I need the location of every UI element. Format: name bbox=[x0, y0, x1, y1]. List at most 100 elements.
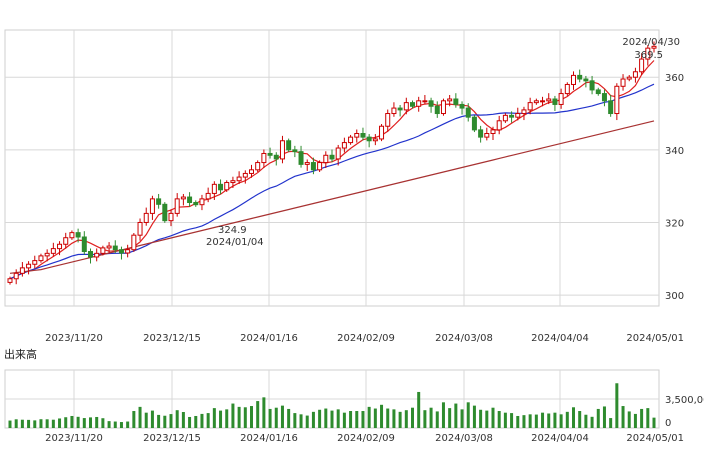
volume-bar bbox=[609, 418, 613, 428]
candle-body bbox=[540, 100, 546, 103]
candle-up bbox=[546, 93, 552, 105]
candle-body bbox=[577, 74, 583, 80]
volume-bar bbox=[212, 408, 216, 428]
candle-up bbox=[564, 82, 570, 96]
candle-up bbox=[558, 88, 564, 109]
volume-bar bbox=[107, 421, 111, 428]
candle-up bbox=[38, 253, 44, 263]
volume-bar bbox=[169, 414, 173, 428]
candle-body bbox=[447, 98, 453, 102]
candle-body bbox=[7, 278, 13, 283]
volume-bar bbox=[243, 407, 247, 428]
candle-body bbox=[174, 198, 180, 214]
volume-bar bbox=[45, 419, 49, 428]
candle-body bbox=[465, 107, 471, 118]
price-tick-label: 300 bbox=[665, 291, 684, 302]
volume-bar bbox=[76, 416, 80, 428]
price-date-label: 2023/12/15 bbox=[143, 333, 201, 344]
candle-body bbox=[137, 221, 143, 236]
candle-up bbox=[205, 187, 211, 203]
candle-down bbox=[589, 75, 595, 95]
candle-body bbox=[360, 133, 366, 138]
candle-up bbox=[224, 180, 230, 192]
volume-bar bbox=[175, 410, 179, 428]
candle-body bbox=[118, 249, 124, 254]
candle-up bbox=[279, 135, 285, 164]
volume-date-label: 2023/11/20 bbox=[45, 433, 103, 444]
candle-body bbox=[626, 76, 632, 80]
candle-body bbox=[75, 232, 81, 238]
volume-bar bbox=[553, 412, 557, 428]
volume-bar bbox=[293, 413, 297, 428]
price-axis: 300 320 340 360 bbox=[665, 73, 684, 302]
candle-body bbox=[38, 255, 44, 262]
volume-bar bbox=[194, 415, 198, 428]
candle-up bbox=[341, 137, 347, 153]
volume-bar bbox=[615, 383, 619, 428]
volume-bar bbox=[144, 412, 148, 428]
candle-body bbox=[403, 102, 409, 111]
candle-up bbox=[242, 170, 248, 184]
volume-bar bbox=[311, 411, 315, 428]
candle-down bbox=[595, 87, 601, 96]
candle-body bbox=[249, 169, 254, 174]
candle-body bbox=[379, 125, 385, 140]
candle-up bbox=[131, 233, 137, 252]
candle-body bbox=[125, 249, 131, 254]
volume-date-label: 2024/02/09 bbox=[337, 433, 395, 444]
volume-bar bbox=[268, 408, 272, 428]
candle-up bbox=[354, 129, 360, 143]
candle-down bbox=[577, 69, 583, 83]
candle-body bbox=[26, 263, 32, 269]
candle-up bbox=[143, 207, 149, 226]
volume-bar bbox=[82, 418, 86, 428]
candle-up bbox=[614, 83, 620, 121]
candle-up bbox=[125, 244, 131, 258]
candle-body bbox=[106, 245, 112, 249]
candle-body bbox=[478, 129, 484, 138]
candle-body bbox=[496, 120, 502, 131]
volume-bar bbox=[417, 391, 421, 428]
candle-up bbox=[515, 107, 521, 121]
candle-down bbox=[601, 89, 607, 107]
volume-bar bbox=[349, 411, 353, 428]
candle-up bbox=[484, 127, 490, 141]
volume-bar bbox=[633, 413, 637, 428]
volume-bar bbox=[590, 416, 594, 428]
candle-down bbox=[509, 111, 515, 123]
candle-up bbox=[323, 151, 329, 168]
volume-panel: 3,500,00 0 2023/11/20 2023/12/15 2024/01/16… bbox=[4, 369, 704, 444]
candle-body bbox=[329, 154, 335, 160]
candle-body bbox=[515, 113, 521, 118]
volume-bar bbox=[89, 417, 92, 428]
candle-down bbox=[366, 134, 372, 148]
volume-bar bbox=[126, 421, 130, 428]
candle-up bbox=[440, 98, 446, 116]
candle-body bbox=[88, 251, 93, 258]
volume-date-label: 2023/12/15 bbox=[143, 433, 201, 444]
candle-body bbox=[32, 260, 38, 265]
volume-bar bbox=[95, 416, 99, 428]
price-date-axis: 2023/11/20 2023/12/15 2024/01/16 2024/02/09… bbox=[45, 333, 684, 344]
volume-bar bbox=[206, 413, 210, 428]
candle-body bbox=[261, 152, 267, 164]
candle-down bbox=[329, 149, 335, 163]
candle-body bbox=[69, 232, 75, 239]
volume-bar bbox=[119, 422, 123, 428]
price-date-label: 2024/02/09 bbox=[337, 333, 395, 344]
ma-long-line bbox=[9, 120, 655, 274]
candle-down bbox=[88, 248, 93, 264]
volume-bar bbox=[51, 419, 55, 428]
candle-body bbox=[199, 198, 205, 206]
candle-up bbox=[106, 242, 112, 254]
candle-body bbox=[143, 212, 149, 223]
volume-date-label: 2024/04/04 bbox=[531, 433, 589, 444]
volume-bar bbox=[200, 413, 204, 428]
candle-body bbox=[100, 247, 106, 254]
candle-body bbox=[323, 154, 329, 164]
candle-body bbox=[601, 93, 607, 102]
volume-bar bbox=[181, 412, 185, 428]
candle-up bbox=[149, 195, 155, 220]
candle-body bbox=[428, 100, 434, 107]
candle-body bbox=[410, 102, 415, 107]
